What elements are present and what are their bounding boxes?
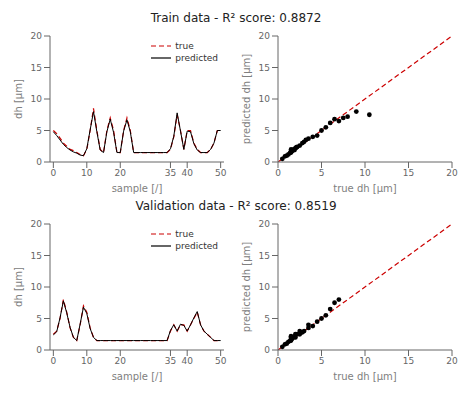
svg-text:10: 10 [31, 282, 43, 292]
svg-text:0: 0 [50, 168, 56, 178]
svg-text:20: 20 [259, 31, 271, 41]
html-text:Validation data - R² score: 0.: Validation data - R² score: 0.8519 [135, 199, 337, 213]
svg-text:15: 15 [403, 168, 414, 178]
svg-text:sample [/]: sample [/] [112, 371, 163, 382]
svg-text:50: 50 [215, 356, 227, 366]
svg-text:0: 0 [275, 356, 281, 366]
html-text:predicted: predicted [175, 241, 218, 251]
svg-text:35: 35 [165, 168, 176, 178]
svg-text:10: 10 [31, 94, 43, 104]
svg-text:0: 0 [36, 345, 42, 355]
svg-text:15: 15 [259, 63, 270, 73]
svg-text:40: 40 [181, 356, 193, 366]
svg-text:15: 15 [31, 63, 42, 73]
svg-text:5: 5 [36, 314, 42, 324]
svg-text:10: 10 [81, 168, 93, 178]
svg-text:20: 20 [31, 31, 43, 41]
svg-text:dh [μm]: dh [μm] [13, 267, 24, 307]
svg-text:20: 20 [259, 219, 271, 229]
svg-text:20: 20 [446, 168, 458, 178]
svg-text:5: 5 [319, 168, 325, 178]
svg-text:40: 40 [181, 168, 193, 178]
svg-text:5: 5 [264, 126, 270, 136]
svg-text:predicted dh [μm]: predicted dh [μm] [241, 54, 252, 144]
svg-text:15: 15 [259, 251, 270, 261]
svg-text:0: 0 [264, 345, 270, 355]
svg-text:35: 35 [165, 356, 176, 366]
svg-text:10: 10 [259, 282, 271, 292]
svg-text:15: 15 [31, 251, 42, 261]
html-text:true: true [175, 229, 194, 239]
svg-text:0: 0 [36, 157, 42, 167]
svg-text:5: 5 [319, 356, 325, 366]
svg-text:5: 5 [264, 314, 270, 324]
html-text:true: true [175, 41, 194, 51]
svg-text:20: 20 [446, 356, 458, 366]
svg-text:10: 10 [81, 356, 93, 366]
svg-text:20: 20 [115, 356, 127, 366]
svg-text:predicted dh [μm]: predicted dh [μm] [241, 242, 252, 332]
html-text:Train data - R² score: 0.8872: Train data - R² score: 0.8872 [150, 11, 322, 25]
svg-text:true dh [μm]: true dh [μm] [333, 183, 397, 194]
svg-text:0: 0 [275, 168, 281, 178]
svg-text:50: 50 [215, 168, 227, 178]
svg-text:sample [/]: sample [/] [112, 183, 163, 194]
svg-text:true dh [μm]: true dh [μm] [333, 371, 397, 382]
html-text:predicted: predicted [175, 53, 218, 63]
svg-text:15: 15 [403, 356, 414, 366]
svg-text:20: 20 [31, 219, 43, 229]
svg-text:0: 0 [264, 157, 270, 167]
svg-text:10: 10 [259, 94, 271, 104]
svg-text:0: 0 [50, 356, 56, 366]
svg-text:10: 10 [359, 168, 371, 178]
svg-text:5: 5 [36, 126, 42, 136]
svg-text:dh [μm]: dh [μm] [13, 79, 24, 119]
svg-text:20: 20 [115, 168, 127, 178]
svg-text:10: 10 [359, 356, 371, 366]
